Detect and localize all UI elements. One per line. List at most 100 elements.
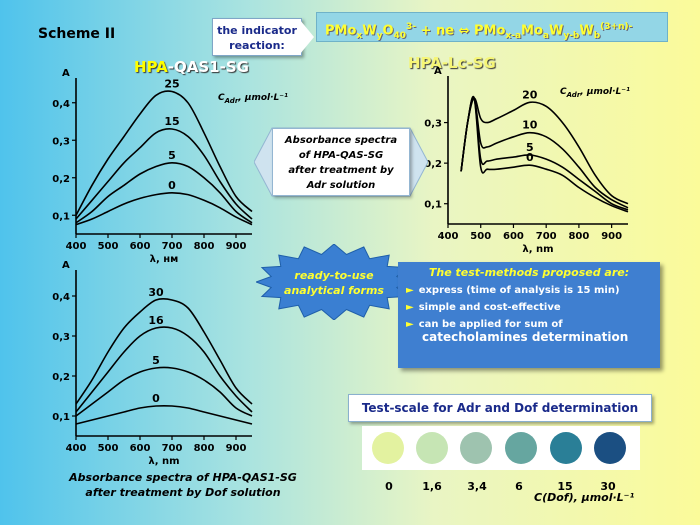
x-tick-label: 600 <box>130 241 151 252</box>
series-line <box>75 366 253 417</box>
x-tick-label: 900 <box>601 231 622 242</box>
x-tick-label: 700 <box>536 231 557 242</box>
absorbance-note-line: Adr solution <box>306 180 376 191</box>
y-axis-label: A <box>62 260 70 271</box>
eq-sub: y <box>376 30 383 41</box>
y-tick-label: 0,2 <box>424 159 442 170</box>
indicator-line-2: reaction: <box>229 39 285 52</box>
indicator-arrow <box>300 20 314 54</box>
x-tick-label: 500 <box>470 231 491 242</box>
bottom-caption-line: after treatment by Dof solution <box>85 486 281 499</box>
series-line <box>460 96 629 209</box>
series-line <box>75 90 253 216</box>
x-tick-label: 400 <box>438 231 459 242</box>
y-tick-label: 0,3 <box>424 119 442 130</box>
chart-hpa-qas1-dof: 0,1 0,2 0,3 0,4 400 500 600 700 800 900 Aλ, nm 30 16… <box>52 260 253 467</box>
test-method-text: express (time of analysis is 15 min) <box>418 285 620 296</box>
test-scale-label: 3,4 <box>467 480 487 493</box>
concentration-label: CAdr, μmol·L⁻¹ <box>560 87 630 99</box>
bottom-caption: Absorbance spectra of HPA-QAS1-SG after … <box>68 470 298 500</box>
ready-line-1: ready-to-use <box>294 269 374 282</box>
y-tick-label: 0,4 <box>52 292 70 303</box>
x-axis-label: λ, нм <box>150 254 179 265</box>
chart1-title-prefix: HPA <box>134 58 168 76</box>
eq-sup: 3- <box>406 22 417 32</box>
x-tick-label: 600 <box>503 231 524 242</box>
absorbance-note-line: of HPA-QAS-SG <box>298 150 384 161</box>
x-tick-label: 400 <box>66 241 87 252</box>
series-line <box>75 191 253 226</box>
series-label: 0 <box>168 179 176 192</box>
series-line <box>460 95 629 213</box>
y-tick-label: 0,2 <box>52 372 70 383</box>
test-scale-unit: C(Dof), μmol·L⁻¹ <box>534 491 635 504</box>
eq-part: PMo <box>474 23 506 39</box>
series-label: 5 <box>152 354 160 367</box>
chart1-title-suffix: -QAS1-SG <box>167 58 249 76</box>
test-scale-label: 15 <box>557 480 573 493</box>
triangle-bullet-icon: ► <box>406 302 414 313</box>
series-label: 30 <box>148 286 164 299</box>
series-label: 5 <box>168 149 176 162</box>
eq-sup: (3+n)- <box>600 22 633 32</box>
eq-sub: x-a <box>505 30 522 41</box>
test-scale-dot <box>460 432 492 464</box>
series-line <box>75 161 253 224</box>
test-methods-box: The test-methods proposed are: ► express … <box>398 262 660 368</box>
series-label: 25 <box>164 78 179 91</box>
eq-sub: b <box>593 30 601 41</box>
x-axis-label: λ, nm <box>522 244 553 255</box>
test-scale-dot <box>594 432 626 464</box>
eq-part: + ne ⇔ <box>416 23 474 39</box>
eq-part: PMo <box>325 23 357 39</box>
indicator-line-1: the indicator <box>217 24 297 37</box>
eq-part: W <box>362 23 377 39</box>
x-axis-label: λ, nm <box>148 456 179 467</box>
indicator-reaction-box: the indicator reaction: <box>212 18 302 56</box>
eq-sub: y-b <box>563 30 580 41</box>
x-tick-label: 900 <box>226 443 247 454</box>
x-tick-label: 400 <box>66 443 87 454</box>
y-tick-label: 0,3 <box>52 332 70 343</box>
y-tick-label: 0,1 <box>52 211 70 222</box>
test-scale-dot <box>550 432 582 464</box>
series-line <box>75 297 253 405</box>
test-scale-label: 6 <box>515 480 523 493</box>
y-tick-label: 0,1 <box>424 200 442 211</box>
y-tick-label: 0,4 <box>52 99 70 110</box>
absorbance-note-line: Absorbance spectra <box>284 135 398 146</box>
triangle-bullet-icon: ► <box>406 319 414 330</box>
test-method-text: simple and cost-effective <box>418 302 561 313</box>
series-label: 10 <box>522 119 538 132</box>
eq-sub: 40 <box>393 30 407 41</box>
series-line <box>75 326 253 413</box>
y-axis-label: A <box>434 66 442 77</box>
test-scale-dot <box>505 432 537 464</box>
series-line <box>75 128 253 220</box>
series-label: 20 <box>522 88 538 101</box>
eq-part: O <box>382 23 394 39</box>
x-tick-label: 600 <box>130 443 151 454</box>
test-scale-label: 1,6 <box>422 480 442 493</box>
test-method-item: ► express (time of analysis is 15 min) <box>406 285 652 296</box>
y-axis-label: A <box>62 68 70 79</box>
chart1-title: HPA-QAS1-SG <box>134 58 249 76</box>
starburst-shape: ready-to-use analytical forms <box>256 244 412 320</box>
series-label: 0 <box>526 151 534 164</box>
x-tick-label: 500 <box>98 241 119 252</box>
absorbance-note-line: after treatment by <box>288 165 394 176</box>
y-tick-label: 0,2 <box>52 174 70 185</box>
eq-part: Mo <box>521 23 543 39</box>
eq-sub: a <box>542 30 549 41</box>
series-label: 0 <box>152 392 160 405</box>
test-method-item: ► can be applied for sum of <box>406 319 652 330</box>
series-line <box>460 97 629 205</box>
series-line <box>75 404 253 425</box>
bottom-caption-line: Absorbance spectra of HPA-QAS1-SG <box>69 471 297 484</box>
test-scale-label: 30 <box>600 480 616 493</box>
test-scale-dot <box>416 432 448 464</box>
x-tick-label: 900 <box>226 241 247 252</box>
chart-hpa-lc-adr: 0,1 0,2 0,3 400 500 600 700 800 900 Aλ, nm 20 10 50 C… <box>424 66 630 255</box>
x-tick-label: 800 <box>194 443 215 454</box>
triangle-bullet-icon: ► <box>406 285 414 296</box>
